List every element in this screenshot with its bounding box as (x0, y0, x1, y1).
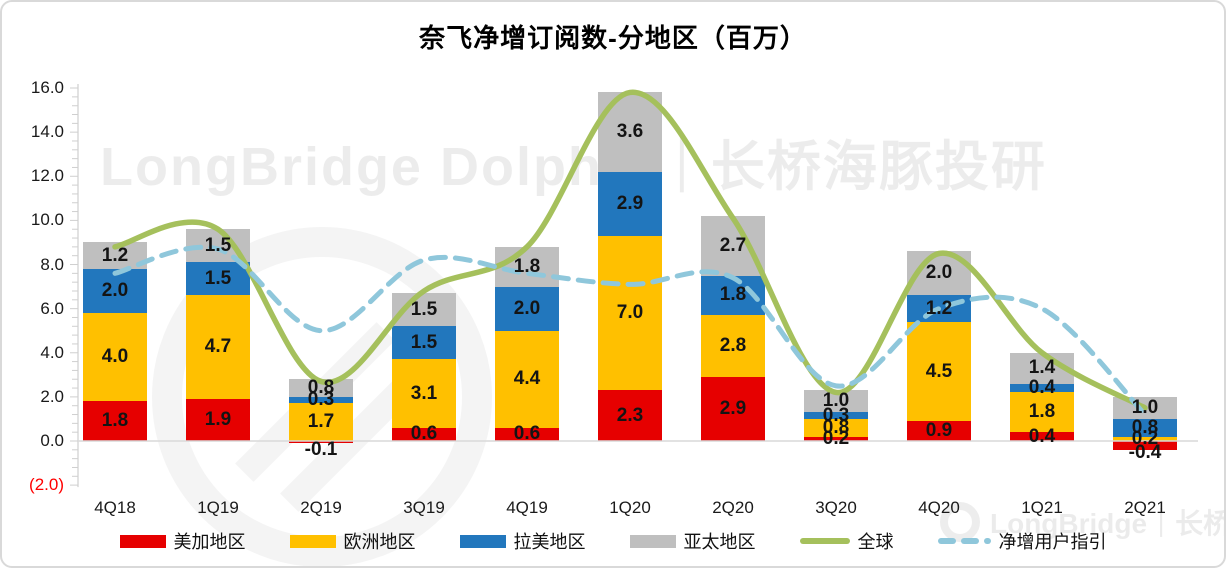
data-label-latam-4Q20: 1.2 (925, 297, 953, 319)
x-tick-label-3Q19: 3Q19 (403, 498, 445, 517)
watermark-bottom-right: LongBridge｜长桥 (940, 502, 1226, 542)
y-tick-label-(2.0): (2.0) (29, 475, 64, 495)
bar-segment-ucan-3Q20 (804, 436, 868, 441)
data-label-ucan-4Q19: 0.6 (513, 423, 541, 445)
data-label-ucan-1Q19: 1.9 (204, 409, 232, 431)
data-label-apac-2Q19: 0.8 (307, 377, 335, 399)
data-label-europe-2Q20: 2.8 (719, 335, 747, 357)
data-label-ucan-4Q20: 0.9 (925, 420, 953, 442)
data-label-apac-2Q20: 2.7 (719, 234, 747, 256)
legend-swatch-latam-icon (459, 534, 506, 548)
data-label-latam-1Q19: 1.5 (204, 267, 232, 289)
y-tick-label-2.0: 2.0 (40, 386, 64, 406)
chart-title: 奈飞净增订阅数-分地区（百万） (419, 23, 807, 53)
legend-swatch-global-icon (799, 538, 850, 544)
data-label-europe-1Q21: 1.8 (1028, 401, 1056, 423)
data-label-latam-1Q21: 0.4 (1028, 377, 1056, 399)
legend-item-latam: 拉美地区 (459, 528, 586, 554)
legend-swatch-guidance-icon (937, 538, 991, 544)
data-label-latam-3Q19: 1.5 (410, 331, 438, 353)
data-label-apac-4Q20: 2.0 (925, 262, 953, 284)
legend: 美加地区 欧洲地区 拉美地区 亚太地区 全球 净增用户指引 (2, 528, 1224, 554)
y-tick-label-12.0: 12.0 (30, 166, 64, 186)
x-tick-label-2Q19: 2Q19 (300, 498, 342, 517)
data-label-latam-2Q21: 0.8 (1131, 416, 1159, 438)
x-tick-label-1Q21: 1Q21 (1021, 498, 1063, 517)
data-label-europe-4Q19: 4.4 (513, 368, 541, 390)
bar-segment-ucan-4Q20 (907, 421, 971, 441)
bar-segment-ucan-2Q19 (289, 441, 353, 444)
legend-label-ucan: 美加地区 (173, 532, 246, 552)
x-tick-label-2Q20: 2Q20 (712, 498, 754, 517)
legend-label-apac: 亚太地区 (683, 532, 756, 552)
data-label-europe-3Q20: 0.8 (822, 416, 850, 438)
data-label-ucan-3Q20: 0.2 (822, 427, 850, 449)
data-label-apac-2Q21: 1.0 (1131, 396, 1159, 418)
bar-segment-europe-3Q20 (804, 418, 868, 437)
data-label-ucan-2Q19: -0.1 (304, 439, 338, 461)
legend-swatch-apac-icon (629, 534, 676, 548)
bar-segment-europe-2Q21 (1113, 436, 1177, 441)
data-label-europe-3Q19: 3.1 (410, 382, 438, 404)
legend-item-guidance: 净增用户指引 (937, 528, 1107, 554)
y-tick-label-16.0: 16.0 (30, 78, 64, 98)
data-label-apac-4Q19: 1.8 (513, 255, 541, 277)
watermark-logo-small-icon (940, 502, 980, 542)
bar-segment-ucan-3Q19 (392, 427, 456, 441)
data-label-ucan-4Q18: 1.8 (101, 410, 129, 432)
x-tick-label-1Q20: 1Q20 (609, 498, 651, 517)
data-label-ucan-2Q20: 2.9 (719, 398, 747, 419)
x-tick-label-4Q20: 4Q20 (918, 498, 960, 517)
data-label-europe-2Q21: 0.2 (1131, 427, 1159, 449)
legend-label-global: 全球 (857, 532, 894, 552)
data-label-ucan-1Q20: 2.3 (616, 404, 644, 426)
data-label-ucan-3Q19: 0.6 (410, 423, 438, 445)
legend-swatch-europe-icon (289, 534, 336, 548)
y-tick-label-8.0: 8.0 (40, 254, 64, 274)
bar-segment-latam-2Q21 (1113, 418, 1177, 437)
legend-label-europe: 欧洲地区 (343, 532, 416, 552)
x-tick-label-4Q18: 4Q18 (94, 498, 136, 517)
data-label-ucan-1Q21: 0.4 (1028, 425, 1056, 447)
y-tick-label-0.0: 0.0 (40, 431, 64, 450)
y-tick-label-4.0: 4.0 (40, 342, 64, 362)
data-label-ucan-2Q21: -0.4 (1128, 442, 1162, 464)
data-label-apac-1Q19: 1.5 (204, 234, 232, 256)
legend-item-ucan: 美加地区 (119, 528, 246, 554)
legend-swatch-ucan-icon (119, 534, 166, 548)
x-tick-label-1Q19: 1Q19 (197, 498, 239, 517)
data-label-apac-4Q18: 1.2 (101, 244, 129, 266)
data-label-latam-4Q18: 2.0 (101, 279, 129, 301)
bar-segment-ucan-1Q21 (1010, 432, 1074, 441)
data-label-apac-1Q21: 1.4 (1028, 357, 1056, 379)
data-label-europe-1Q20: 7.0 (616, 302, 644, 324)
watermark-bottom-right-text: LongBridge｜长桥 (990, 508, 1226, 539)
data-label-europe-1Q19: 4.7 (204, 336, 232, 358)
y-tick-label-14.0: 14.0 (30, 122, 64, 142)
data-label-latam-2Q20: 1.8 (719, 284, 747, 306)
legend-item-europe: 欧洲地区 (289, 528, 416, 554)
data-label-latam-1Q20: 2.9 (616, 192, 644, 214)
bar-segment-ucan-2Q21 (1113, 441, 1177, 450)
x-tick-label-3Q20: 3Q20 (815, 498, 857, 517)
data-label-apac-1Q20: 3.6 (616, 121, 644, 143)
legend-item-global: 全球 (799, 528, 894, 554)
legend-item-apac: 亚太地区 (629, 528, 756, 554)
data-label-europe-4Q20: 4.5 (925, 360, 953, 382)
data-label-europe-2Q19: 1.7 (307, 411, 335, 433)
data-label-apac-3Q20: 1.0 (822, 390, 850, 412)
x-tick-label-2Q21: 2Q21 (1124, 498, 1166, 517)
y-tick-label-10.0: 10.0 (30, 210, 64, 230)
y-tick-label-6.0: 6.0 (40, 298, 64, 318)
legend-label-guidance: 净增用户指引 (998, 532, 1107, 552)
bar-segment-ucan-4Q19 (495, 427, 559, 441)
legend-label-latam: 拉美地区 (513, 532, 586, 552)
data-label-latam-4Q19: 2.0 (513, 297, 541, 319)
data-label-europe-4Q18: 4.0 (101, 346, 129, 368)
data-label-apac-3Q19: 1.5 (410, 298, 438, 320)
x-tick-label-4Q19: 4Q19 (506, 498, 548, 517)
